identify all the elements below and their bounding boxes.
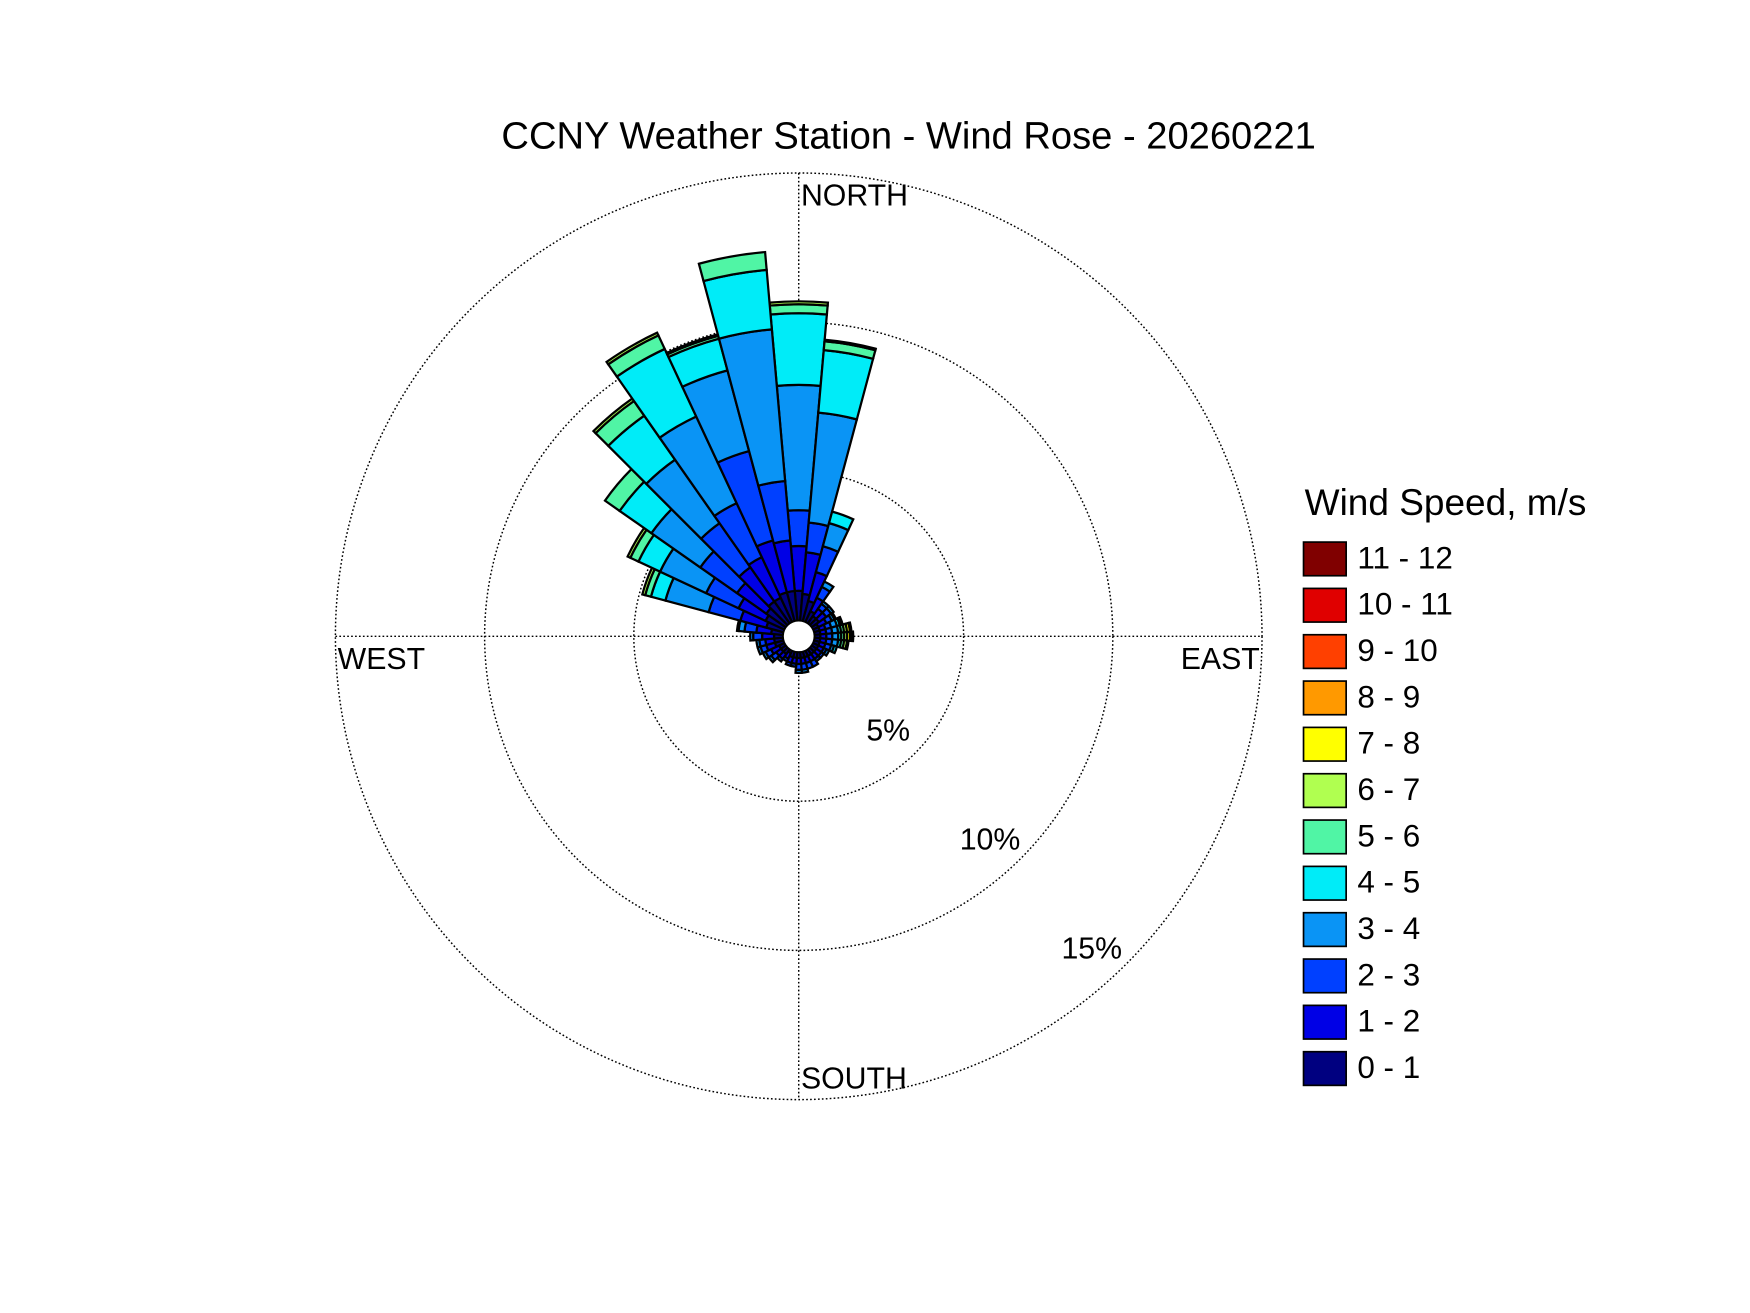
legend-label: 4 - 5 [1357, 865, 1420, 900]
ring-label: 15% [1061, 933, 1122, 966]
legend-label: 7 - 8 [1357, 726, 1420, 761]
legend-swatch [1302, 541, 1347, 577]
wedge-segment [827, 510, 855, 532]
wedge-segment [822, 647, 831, 658]
wedge-segment [769, 312, 829, 388]
legend-swatch [1302, 772, 1347, 809]
wedge-segment [844, 639, 850, 651]
legend-swatch [1302, 726, 1347, 762]
legend-label: 2 - 3 [1357, 957, 1420, 992]
center-hole [782, 619, 816, 653]
ring-label: 5% [866, 714, 910, 747]
legend-swatch [1302, 1050, 1347, 1087]
direction-label: EAST [1181, 643, 1260, 676]
legend-swatch [1302, 587, 1347, 623]
wedge-segment [794, 668, 804, 675]
legend-label: 5 - 6 [1357, 818, 1420, 853]
legend-swatch [1302, 633, 1347, 670]
ring-grid [334, 172, 1263, 1101]
legend-label: 0 - 1 [1357, 1050, 1420, 1085]
legend-title: Wind Speed, m/s [1305, 481, 1587, 523]
chart-title: CCNY Weather Station - Wind Rose - 20260… [501, 114, 1315, 157]
legend-label: 1 - 2 [1357, 1004, 1420, 1039]
legend-label: 3 - 4 [1357, 911, 1420, 946]
wedge-segment [850, 630, 855, 643]
wedge-segment [823, 338, 878, 352]
legend-swatch [1302, 958, 1347, 994]
legend-label: 11 - 12 [1357, 540, 1452, 575]
legend-swatch [1302, 865, 1347, 901]
direction-label: NORTH [801, 180, 908, 213]
legend-label: 9 - 10 [1357, 633, 1437, 668]
legend-swatch [1302, 1004, 1347, 1040]
legend-swatch [1302, 680, 1347, 716]
legend-label: 10 - 11 [1357, 587, 1452, 622]
ring-label: 10% [960, 823, 1021, 856]
wedge-segment [820, 580, 835, 594]
wedge-segment [605, 331, 660, 366]
direction-label: WEST [338, 643, 425, 676]
direction-label: SOUTH [801, 1063, 907, 1096]
wedge-segment [830, 644, 839, 655]
wedge-segment [768, 300, 830, 307]
legend-swatch [1302, 819, 1347, 855]
legend-label: 6 - 7 [1357, 772, 1420, 807]
wedge-segment [847, 621, 853, 634]
wedge-segment [697, 250, 768, 283]
wedges [591, 250, 878, 675]
legend-swatch [1302, 911, 1347, 948]
legend-label: 8 - 9 [1357, 679, 1420, 714]
